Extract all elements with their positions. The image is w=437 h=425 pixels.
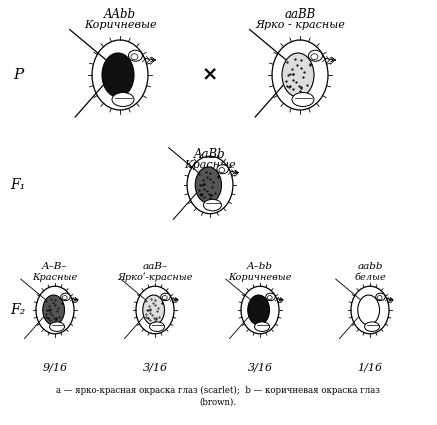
Ellipse shape	[62, 295, 67, 300]
Text: ×: ×	[202, 65, 218, 85]
Ellipse shape	[49, 322, 65, 332]
Text: Коричневые: Коричневые	[228, 273, 292, 282]
Text: Красные: Красные	[184, 160, 236, 170]
Ellipse shape	[149, 322, 164, 332]
Ellipse shape	[131, 54, 138, 60]
Ellipse shape	[282, 53, 314, 97]
Text: Ярко - красные: Ярко - красные	[255, 20, 345, 30]
Ellipse shape	[43, 295, 65, 325]
Ellipse shape	[195, 167, 222, 203]
Ellipse shape	[358, 295, 379, 325]
Text: (brown).: (brown).	[199, 397, 236, 406]
Ellipse shape	[217, 165, 229, 174]
Text: aabb: aabb	[357, 262, 383, 271]
Ellipse shape	[309, 50, 323, 61]
Text: белые: белые	[354, 273, 386, 282]
Text: a — ярко-красная окраска глаз (scarlet);  b — коричневая окраска глаз: a — ярко-красная окраска глаз (scarlet);…	[56, 385, 380, 394]
Text: aaB–: aaB–	[142, 262, 167, 271]
Ellipse shape	[219, 167, 225, 173]
Text: 1/16: 1/16	[357, 362, 382, 372]
Text: Яркоʹ-красные: Яркоʹ-красные	[117, 273, 193, 283]
Text: A–B–: A–B–	[42, 262, 68, 271]
Text: A–bb: A–bb	[247, 262, 273, 271]
Ellipse shape	[376, 293, 385, 300]
Ellipse shape	[102, 53, 134, 97]
Ellipse shape	[292, 93, 314, 107]
Ellipse shape	[311, 54, 318, 60]
Ellipse shape	[364, 322, 379, 332]
Ellipse shape	[204, 199, 222, 211]
Ellipse shape	[255, 322, 270, 332]
Ellipse shape	[163, 295, 167, 300]
Text: 3/16: 3/16	[142, 362, 167, 372]
Ellipse shape	[267, 295, 272, 300]
Text: Коричневые: Коричневые	[84, 20, 156, 30]
Text: P: P	[13, 68, 23, 82]
Ellipse shape	[61, 293, 70, 300]
Text: aaBB: aaBB	[284, 8, 316, 21]
Ellipse shape	[112, 93, 134, 107]
Text: AaBb: AaBb	[194, 148, 226, 161]
Text: F₁: F₁	[10, 178, 26, 192]
Text: 9/16: 9/16	[42, 362, 68, 372]
Text: Красные: Красные	[32, 273, 78, 282]
Ellipse shape	[143, 295, 164, 325]
Ellipse shape	[266, 293, 275, 300]
Text: F₂: F₂	[10, 303, 26, 317]
Ellipse shape	[128, 50, 142, 61]
Text: 3/16: 3/16	[247, 362, 273, 372]
Ellipse shape	[378, 295, 382, 300]
Ellipse shape	[161, 293, 170, 300]
Ellipse shape	[248, 295, 270, 325]
Text: AAbb: AAbb	[104, 8, 136, 21]
